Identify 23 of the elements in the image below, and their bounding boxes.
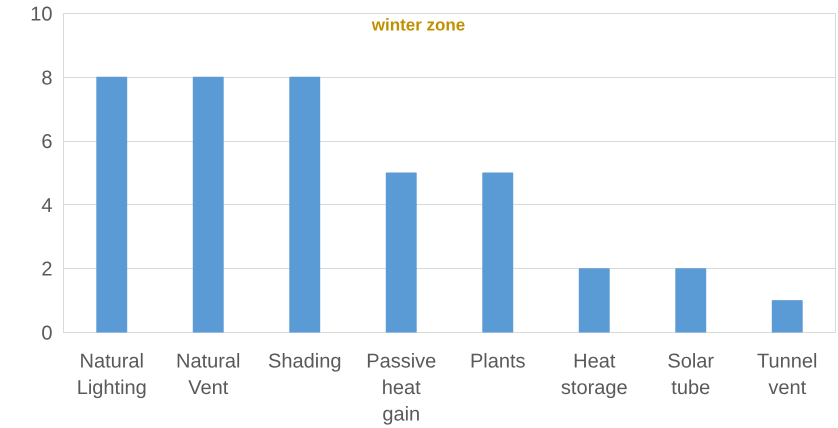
x-tick-label: Natural Lighting [76, 350, 147, 399]
bar [192, 76, 224, 332]
y-tick-label: 8 [41, 67, 52, 90]
bar [96, 76, 128, 332]
bar [289, 76, 320, 332]
y-tick-label: 6 [41, 131, 52, 154]
x-tick-label: Tunnel vent [757, 350, 818, 399]
bar [675, 268, 706, 332]
bar [482, 172, 514, 332]
x-tick-label: Plants [470, 350, 526, 372]
chart-title: winter zone [370, 16, 466, 34]
y-tick-label: 0 [41, 322, 52, 344]
bar [772, 300, 803, 332]
x-tick-label: Solar tube [667, 350, 714, 399]
bar [578, 268, 610, 332]
y-tick-label: 2 [41, 258, 52, 281]
bar [386, 172, 417, 332]
x-tick-label: Natural Vent [176, 350, 240, 399]
x-tick-label: Passive heat gain [366, 350, 436, 426]
x-tick-label: Heat storage [560, 350, 628, 399]
x-tick-label: Shading [268, 350, 342, 372]
y-tick-label: 10 [30, 4, 53, 26]
y-tick-label: 4 [41, 194, 52, 217]
